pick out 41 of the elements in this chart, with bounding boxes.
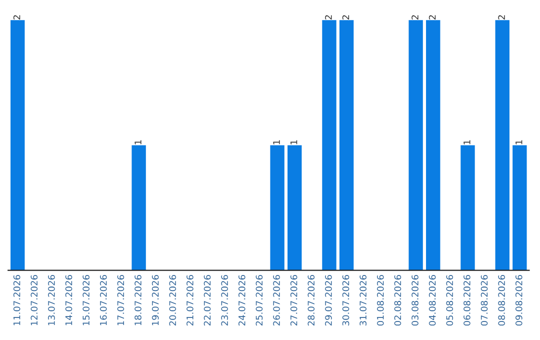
data-label: 1 <box>516 140 522 144</box>
data-label: 2 <box>13 15 20 20</box>
data-label: 2 <box>412 15 418 20</box>
data-label: 2 <box>342 15 350 20</box>
x-tick-label: 04.08.2026 <box>428 275 436 326</box>
x-tick-label: 09.08.2026 <box>515 275 522 326</box>
data-label: 1 <box>134 140 142 144</box>
x-tick-label: 31.07.2026 <box>360 275 366 326</box>
x-tick-label: 27.07.2026 <box>290 275 298 326</box>
x-tick-label: 25.07.2026 <box>256 275 263 326</box>
x-tick-label: 22.07.2026 <box>204 275 211 326</box>
x-tick-label: 12.07.2026 <box>30 275 38 326</box>
data-label: 1 <box>290 140 298 144</box>
x-tick-label: 15.07.2026 <box>82 275 90 326</box>
x-tick-label: 17.07.2026 <box>117 275 124 326</box>
x-tick-label: 13.07.2026 <box>48 275 55 326</box>
data-label: 1 <box>464 140 470 144</box>
x-tick-label: 03.08.2026 <box>412 275 418 326</box>
x-tick-label: 23.07.2026 <box>221 275 228 326</box>
x-tick-label: 16.07.2026 <box>100 275 107 326</box>
x-tick-label: 29.07.2026 <box>325 275 332 326</box>
x-tick-label: 08.08.2026 <box>498 275 505 326</box>
x-tick-label: 28.07.2026 <box>308 275 315 326</box>
x-tick-label: 14.07.2026 <box>65 275 72 326</box>
x-tick-label: 24.07.2026 <box>238 275 246 326</box>
x-tick-label: 01.08.2026 <box>376 275 384 326</box>
x-tick-label: 21.07.2026 <box>186 275 194 326</box>
data-label: 2 <box>428 15 436 20</box>
x-tick-label: 11.07.2026 <box>13 275 20 326</box>
data-label: 2 <box>325 15 332 20</box>
data-label: 2 <box>498 15 505 20</box>
x-tick-label: 20.07.2026 <box>169 275 176 326</box>
data-label: 1 <box>273 140 280 144</box>
x-tick-label: 02.08.2026 <box>394 275 402 326</box>
x-tick-label: 26.07.2026 <box>273 275 280 326</box>
x-tick-label: 19.07.2026 <box>152 275 159 326</box>
x-tick-label: 05.08.2026 <box>446 275 454 326</box>
x-tick-label: 07.08.2026 <box>480 275 488 326</box>
x-tick-label: 06.08.2026 <box>464 275 470 326</box>
x-tick-label: 30.07.2026 <box>342 275 350 326</box>
x-tick-label: 18.07.2026 <box>134 275 142 326</box>
